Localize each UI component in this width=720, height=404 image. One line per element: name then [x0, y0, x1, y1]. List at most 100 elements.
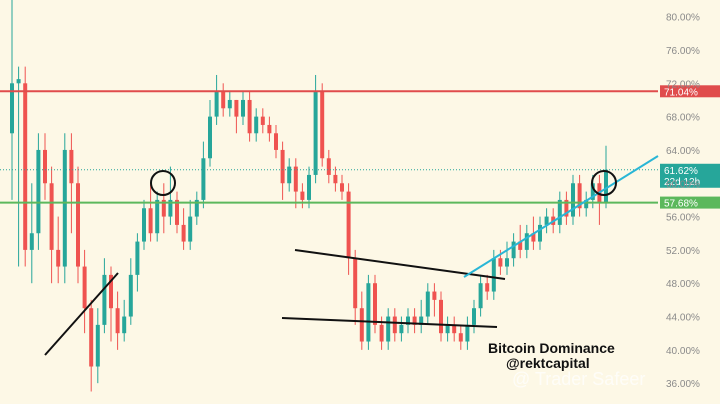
candle-body — [366, 283, 371, 342]
candle-body — [69, 149, 74, 184]
candle — [373, 274, 377, 334]
candle — [280, 141, 285, 200]
candle — [511, 233, 516, 267]
candle-body — [498, 258, 503, 267]
candle-body — [254, 116, 259, 134]
candle-body — [584, 199, 589, 209]
watermark: @ Trader Safeer — [512, 369, 645, 389]
candle-body — [82, 266, 87, 309]
candle — [155, 191, 160, 242]
candle-body — [445, 324, 450, 334]
candle — [307, 166, 311, 209]
candle — [524, 224, 529, 259]
candle-body — [280, 149, 285, 184]
candle — [544, 208, 549, 234]
candle-body — [29, 233, 34, 250]
level-badge — [660, 163, 720, 188]
y-tick-label: 80.00% — [666, 13, 700, 24]
candle-body — [293, 166, 298, 192]
candle — [247, 91, 252, 142]
candle-body — [122, 316, 127, 334]
candle-body — [155, 199, 160, 234]
level-badge-label: 57.68% — [664, 199, 698, 210]
breakout-circle-right — [591, 170, 617, 196]
candle-body — [221, 91, 226, 109]
candle-body — [89, 308, 94, 367]
candle — [62, 133, 67, 284]
candle-body — [62, 149, 67, 267]
candle — [89, 299, 94, 392]
candle-body — [43, 149, 47, 184]
candle — [208, 99, 212, 167]
candle — [115, 291, 120, 350]
candles-layer — [10, 0, 608, 392]
candle-body — [227, 99, 232, 109]
candle — [36, 133, 41, 250]
candle — [472, 299, 476, 334]
candle-body — [458, 333, 463, 342]
candle — [109, 266, 113, 342]
candle-body — [128, 274, 133, 317]
candle — [16, 66, 21, 267]
candle — [194, 191, 199, 225]
candle — [313, 74, 318, 184]
candle-body — [135, 241, 140, 275]
candle-body — [168, 199, 173, 217]
chart-title-line-1: Bitcoin Dominance — [488, 340, 615, 356]
candle — [505, 241, 509, 275]
candle-body — [188, 216, 193, 242]
candle-body — [485, 283, 490, 292]
candle-body — [452, 324, 457, 334]
candle-body — [326, 158, 331, 175]
candle-body — [412, 316, 417, 325]
candle-body — [425, 291, 430, 317]
candle — [274, 124, 278, 159]
candle — [584, 191, 589, 217]
candle-body — [181, 224, 186, 242]
candle-body — [386, 316, 391, 342]
candle-body — [399, 324, 404, 334]
levels-layer: 71.04% 57.68% 61.62%22d 12h — [0, 85, 720, 210]
level-badge-label: 61.62% — [664, 166, 698, 177]
candle — [557, 191, 562, 234]
candle-body — [505, 258, 509, 267]
candle — [452, 316, 457, 342]
candle-body — [300, 191, 305, 200]
level-badge-sublabel: 22d 12h — [664, 177, 700, 188]
candle — [102, 258, 107, 334]
candle-body — [359, 308, 364, 342]
y-axis: 80.00% 76.00% 72.00% 68.00% 64.00% 60.00% 56.0… — [666, 13, 700, 391]
candle — [135, 233, 140, 292]
candle — [227, 91, 232, 117]
candle-body — [353, 258, 358, 309]
candle — [399, 316, 404, 342]
candle-body — [76, 183, 80, 267]
candle-body — [267, 124, 272, 134]
candle-body — [241, 99, 245, 117]
level-badge-label: 71.04% — [664, 87, 698, 98]
candle-body — [36, 149, 41, 234]
candle-body — [346, 191, 351, 259]
candle — [260, 108, 265, 134]
candle-body — [109, 274, 113, 309]
candle — [148, 183, 153, 242]
rising-support-line — [463, 155, 659, 278]
candle — [478, 274, 483, 317]
candle — [69, 133, 74, 234]
candle-body — [214, 91, 219, 117]
trendline-left — [44, 272, 119, 356]
y-tick-label: 52.00% — [666, 246, 700, 257]
candle-body — [478, 283, 483, 309]
candle — [326, 149, 331, 184]
candle-body — [544, 216, 549, 225]
candle — [188, 199, 193, 250]
candle-body — [247, 99, 252, 134]
candle-body — [234, 99, 239, 117]
candle — [181, 208, 186, 250]
candle-body — [56, 249, 61, 267]
candle-body — [148, 208, 153, 234]
candle — [386, 308, 391, 350]
candle-body — [538, 224, 542, 242]
candle-body — [571, 183, 575, 217]
